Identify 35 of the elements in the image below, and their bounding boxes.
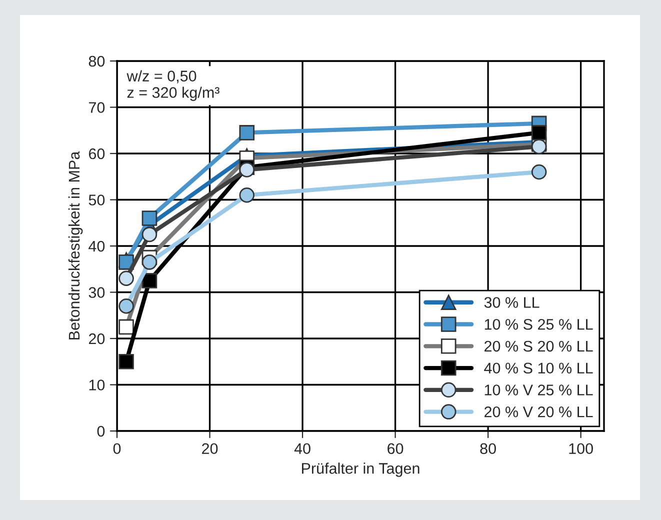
- x-tick-label: 40: [294, 443, 310, 454]
- y-axis-title: Betondruckfestigkeit in MPa: [68, 151, 83, 340]
- y-tick-label: 30: [88, 287, 105, 298]
- point: [118, 319, 134, 335]
- y-tick-label: 70: [88, 102, 105, 113]
- y-tick-label: 50: [88, 194, 105, 206]
- legend-label: 20 % V 20 % LL: [484, 406, 593, 418]
- legend-label: 40 % S 10 % LL: [484, 362, 593, 374]
- point: [118, 298, 134, 314]
- x-tick-label: 20: [202, 443, 218, 454]
- x-tick-label: 80: [480, 443, 496, 454]
- y-tick-label: 10: [89, 380, 105, 390]
- x-tick-label: 60: [388, 443, 404, 454]
- y-tick-label: 40: [88, 240, 105, 252]
- legend-label: 10 % S 25 % LL: [484, 318, 593, 330]
- point: [142, 273, 158, 288]
- point: [142, 254, 158, 270]
- point: [531, 125, 547, 140]
- y-tick-label: 0: [97, 426, 105, 437]
- x-axis-title: Prüfalter in Tagen: [302, 462, 420, 477]
- legend-label: 30 % LL: [484, 297, 540, 308]
- point: [531, 164, 547, 180]
- x-tick-label: 0: [113, 443, 121, 454]
- annotation: w/z = 0,50 z = 320 kg/m³: [126, 70, 220, 101]
- y-tick-label: 60: [88, 148, 105, 160]
- y-tick-label: 20: [88, 333, 105, 344]
- point: [118, 354, 134, 370]
- point: [239, 187, 255, 203]
- legend-label: 20 % S 20 % LL: [484, 340, 593, 352]
- x-tick-label: 100: [569, 443, 593, 454]
- point: [142, 210, 158, 226]
- point: [118, 254, 134, 270]
- y-tick-label: 80: [88, 56, 105, 67]
- point: [239, 125, 255, 140]
- legend-label: 10 % V 25 % LL: [484, 384, 593, 396]
